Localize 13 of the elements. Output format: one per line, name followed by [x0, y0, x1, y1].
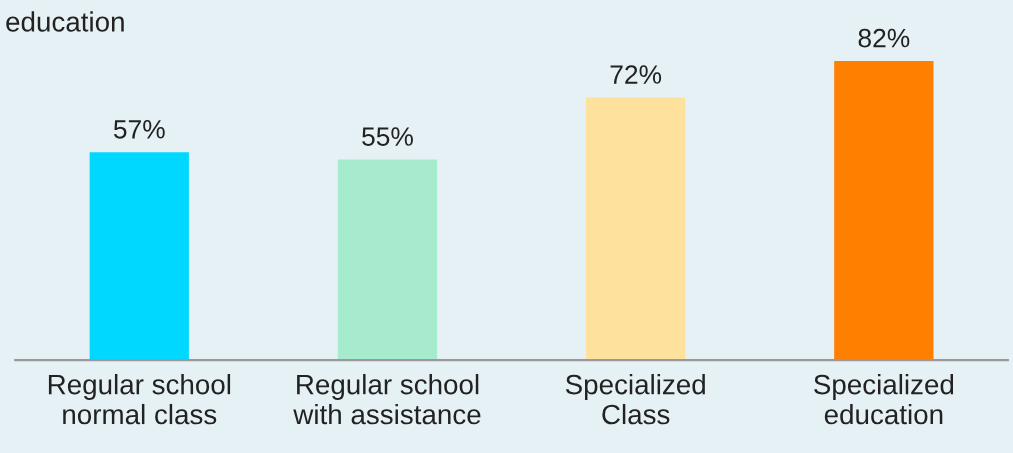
bar [834, 60, 934, 361]
bar [337, 159, 438, 361]
bar [586, 97, 686, 361]
x-tick-label: Specialized education [814, 374, 954, 425]
chart-title: education [6, 11, 124, 32]
x-tick-label: Regular school normal class [48, 374, 231, 425]
x-tick-label: Specialized Class [565, 374, 705, 425]
data-label: 72% [610, 65, 662, 84]
bar [89, 152, 189, 361]
data-label: 57% [113, 120, 165, 139]
data-label: 82% [858, 28, 910, 48]
x-tick-label: Regular school with assistance [293, 374, 481, 425]
data-label: 55% [362, 127, 413, 146]
